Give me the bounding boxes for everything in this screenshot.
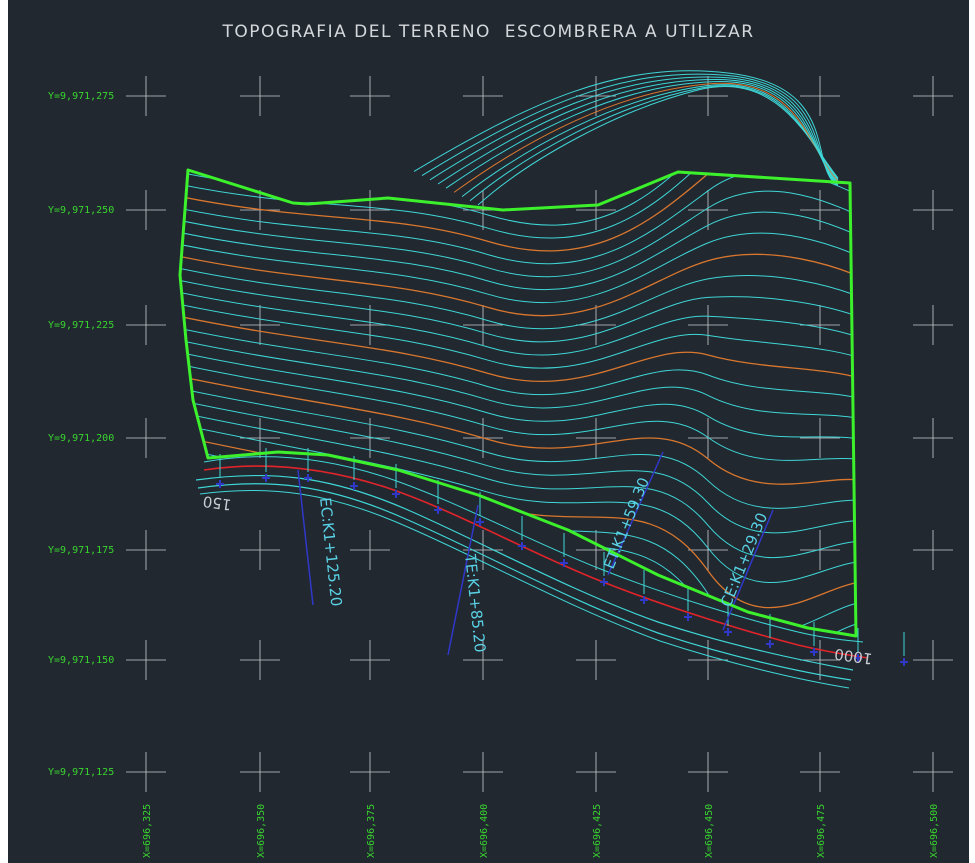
chainage-start-label: 150 — [202, 492, 233, 514]
y-coordinate-label: Y=9,971,125 — [48, 767, 114, 778]
outer-contour — [445, 81, 839, 189]
drawing-title: TOPOGRAFIA DEL TERRENO ESCOMBRERA A UTIL… — [222, 22, 755, 42]
y-coordinate-labels: Y=9,971,275 Y=9,971,250 Y=9,971,225 Y=9,971… — [48, 91, 114, 778]
outer-contour — [453, 82, 839, 193]
x-coordinate-label: X=696,325 — [142, 804, 153, 858]
site-boundary — [178, 168, 858, 638]
ce-station-label: CE:K1+29.30 — [717, 510, 771, 609]
contour-minor — [180, 361, 856, 466]
contour-minor — [180, 349, 856, 446]
outer-contour — [429, 76, 839, 185]
contour-minor — [180, 385, 856, 509]
contour-minor — [180, 170, 856, 239]
contour-lines — [180, 170, 856, 636]
contour-major — [180, 170, 856, 252]
road-edge-outer-2 — [199, 489, 850, 689]
contour-minor — [180, 170, 856, 265]
y-coordinate-label: Y=9,971,150 — [48, 655, 114, 666]
contour-minor — [180, 301, 856, 369]
x-coordinate-label: X=696,450 — [704, 804, 715, 858]
station-markers — [216, 448, 908, 666]
contour-minor — [180, 325, 856, 406]
contour-minor — [180, 211, 856, 291]
contour-minor — [180, 265, 856, 330]
contour-minor — [180, 409, 856, 558]
road-edge-outer — [197, 483, 852, 681]
outer-contour — [413, 70, 839, 187]
contour-minor — [180, 289, 856, 356]
y-coordinate-label: Y=9,971,175 — [48, 545, 114, 556]
x-coordinate-label: X=696,475 — [816, 804, 827, 858]
topographic-plan: EC:K1+125.20 TE:K1+85.20 ET:K1+59.30 CE:… — [48, 70, 953, 858]
ec-leader — [297, 469, 314, 606]
contour-minor — [180, 232, 856, 304]
x-coordinate-label: X=696,500 — [929, 804, 940, 858]
contour-major — [180, 253, 856, 317]
outer-contour — [437, 78, 839, 185]
y-coordinate-label: Y=9,971,200 — [48, 433, 114, 444]
contour-minor — [180, 457, 856, 636]
te-station-label: TE:K1+85.20 — [461, 553, 489, 654]
x-coordinate-label: X=696,375 — [366, 804, 377, 858]
chainage-end-label: 1000 — [833, 645, 873, 668]
road-centerline — [203, 465, 869, 659]
outer-contour — [421, 73, 839, 186]
road-edge-inner — [195, 474, 854, 671]
outer-contour — [461, 84, 839, 197]
coordinate-grid — [126, 76, 953, 792]
contour-minor — [180, 190, 856, 278]
road-shoulder — [203, 456, 864, 643]
x-coordinate-label: X=696,400 — [479, 804, 490, 858]
y-coordinate-label: Y=9,971,275 — [48, 91, 114, 102]
te-leader — [447, 504, 479, 656]
drawing-canvas: TOPOGRAFIA DEL TERRENO ESCOMBRERA A UTIL… — [8, 0, 969, 863]
contour-minor — [180, 397, 856, 534]
y-coordinate-label: Y=9,971,250 — [48, 205, 114, 216]
x-coordinate-label: X=696,425 — [592, 804, 603, 858]
road-alignment — [195, 456, 869, 689]
ec-station-label: EC:K1+125.20 — [316, 497, 345, 608]
contour-minor — [180, 445, 856, 634]
contour-major — [180, 313, 856, 386]
y-coordinate-label: Y=9,971,225 — [48, 320, 114, 331]
contour-minor — [180, 277, 856, 343]
ce-leader — [722, 509, 774, 631]
contour-major — [180, 373, 856, 486]
x-coordinate-label: X=696,350 — [256, 804, 267, 858]
contour-minor — [180, 469, 856, 636]
x-coordinate-labels: X=696,325 X=696,350 X=696,375 X=696,400 X=69… — [142, 804, 940, 858]
contour-minor — [180, 337, 856, 426]
outer-contour-lines — [413, 70, 839, 206]
